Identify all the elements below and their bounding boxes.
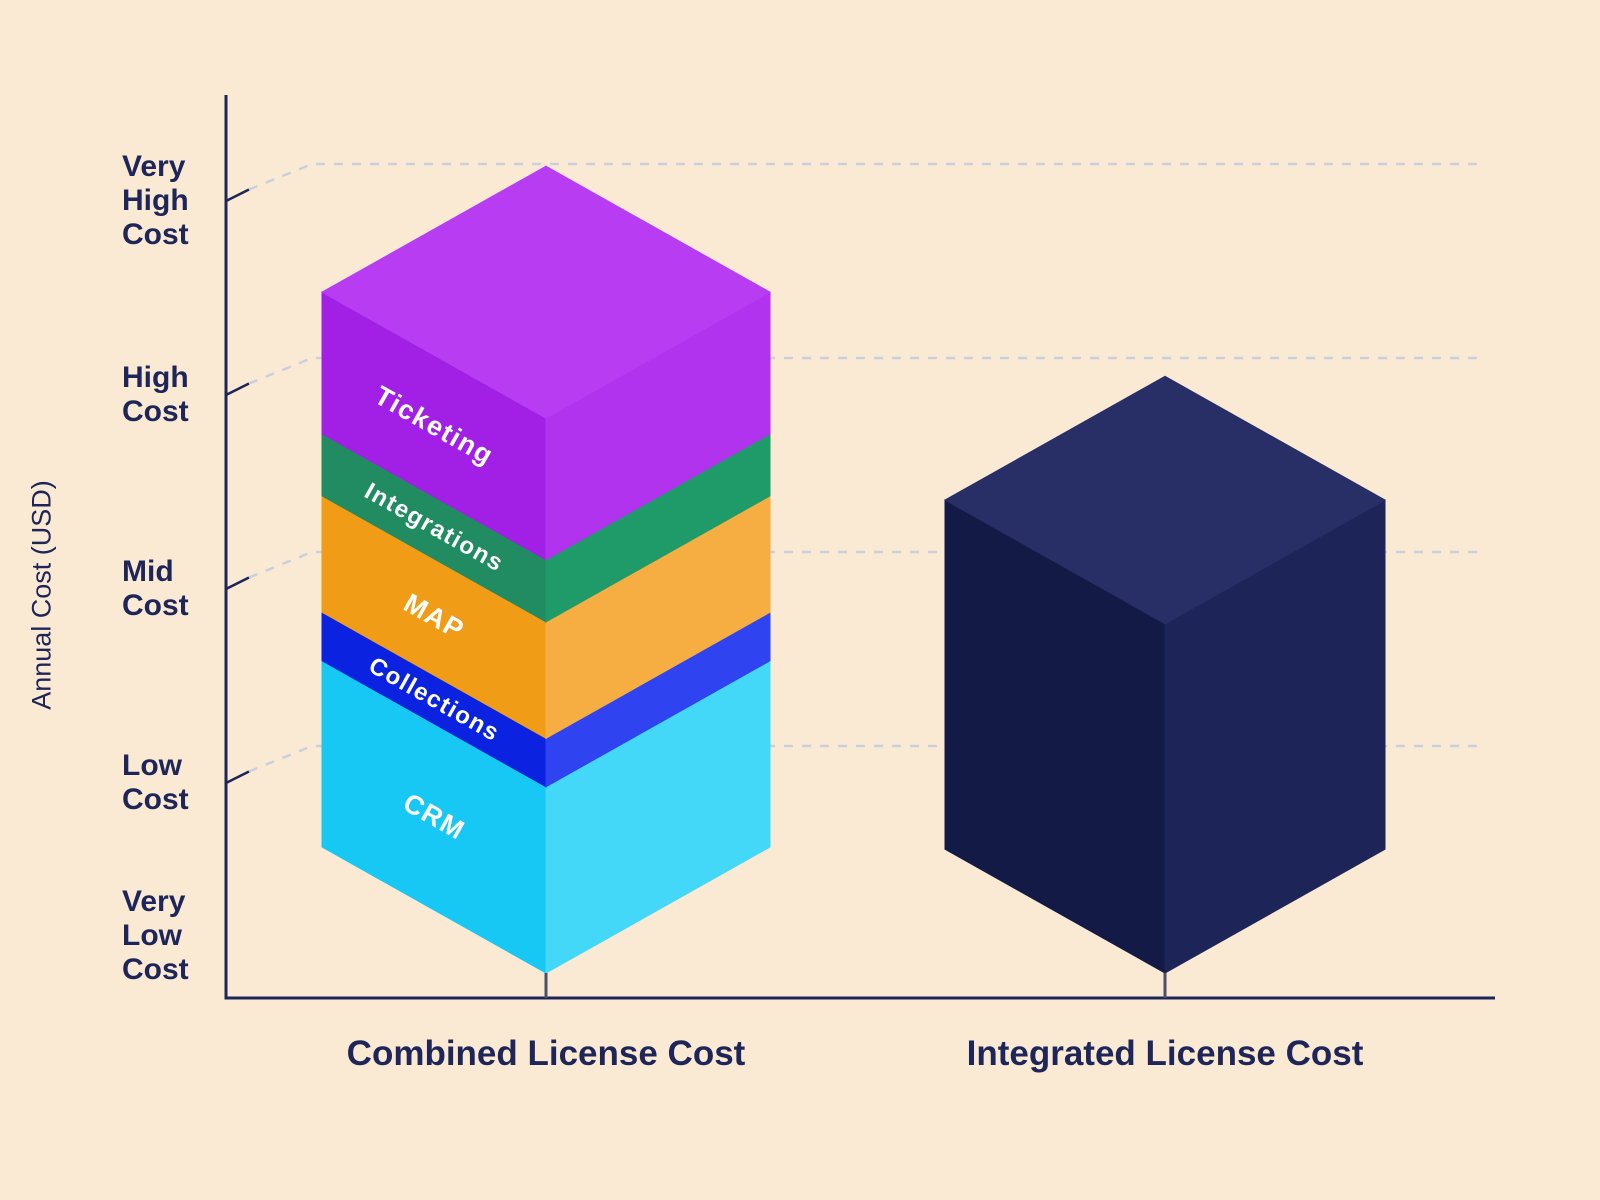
y-tick-label-mid-cost: Mid Cost [122,555,189,622]
bars-group [320,165,1387,974]
y-tick-label-very-low-cost: Very Low Cost [122,885,189,986]
y-axis-title: Annual Cost (USD) [26,480,57,710]
y-axis-tick-mark [225,382,250,397]
y-tick-label-low-cost: Low Cost [122,749,189,816]
y-axis-tick-mark [225,188,250,203]
y-tick-label-very-high-cost: Very High Cost [122,150,189,251]
x-axis-bar-ticks-group [544,973,1167,998]
gridline-dashed [248,356,1485,385]
axes-group [224,95,1495,1000]
y-axis-tick-mark [225,576,250,591]
y-tick-label-high-cost: High Cost [122,361,189,428]
x-axis-label-combined-license-cost: Combined License Cost [346,1034,746,1073]
bar-top-face-integrated-license-cost [943,375,1387,625]
gridline-dashed [248,162,1485,191]
y-axis-tick-mark [225,770,250,785]
x-axis-label-integrated-license-cost: Integrated License Cost [966,1034,1364,1073]
bar-top-face-combined-license-cost [320,165,772,419]
